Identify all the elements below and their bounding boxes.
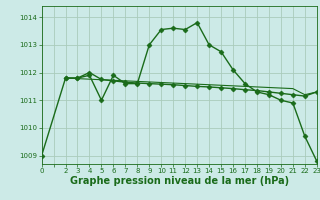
X-axis label: Graphe pression niveau de la mer (hPa): Graphe pression niveau de la mer (hPa) (70, 176, 289, 186)
